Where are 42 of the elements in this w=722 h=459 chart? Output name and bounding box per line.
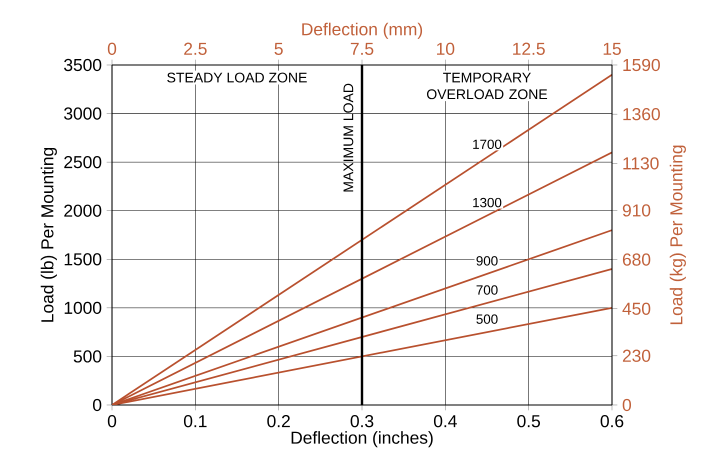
x-tick-label: 0 — [108, 415, 116, 428]
x-tick-label: 0.1 — [184, 415, 207, 428]
y-tick-label: 2000 — [64, 204, 102, 217]
series-label: 700 — [476, 285, 498, 295]
y2-tick-label: 0 — [622, 398, 632, 412]
x2-tick-label: 12.5 — [513, 42, 545, 55]
y-axis-title: Load (lb) Per Mounting — [40, 148, 57, 322]
y-tick-label: 2500 — [64, 156, 102, 168]
x-tick-label: 0.2 — [267, 415, 290, 428]
x2-tick-label: 15 — [604, 42, 621, 55]
x-axis-title: Deflection (inches) — [292, 431, 433, 448]
annotation: STEADY LOAD ZONE — [167, 72, 307, 83]
y-tick-label: 3500 — [64, 58, 102, 72]
y2-tick-label: 230 — [622, 350, 650, 362]
y2-tick-label: 910 — [622, 204, 650, 217]
y-tick-label: 1000 — [64, 302, 102, 314]
x2-tick-label: 10 — [437, 42, 454, 55]
y2-tick-label: 1590 — [623, 58, 660, 72]
x2-tick-label: 0 — [108, 42, 116, 55]
x-tick-label: 0.6 — [600, 415, 624, 428]
x-tick-label: 0.3 — [350, 415, 374, 428]
series-label: 1300 — [473, 198, 502, 208]
y-tick-label: 0 — [92, 398, 102, 412]
x2-tick-label: 2.5 — [184, 42, 207, 55]
annotation: TEMPORARY OVERLOAD ZONE — [426, 72, 548, 100]
series-label: 900 — [476, 256, 498, 266]
y-tick-label: 3000 — [64, 107, 102, 120]
ref-line-label: MAXIMUM LOAD — [343, 84, 354, 192]
series-label: 500 — [476, 314, 498, 324]
y2-tick-label: 450 — [622, 302, 650, 315]
y2-tick-label: 1130 — [623, 157, 659, 170]
y2-axis-title: Load (kg) Per Mounting — [670, 146, 686, 324]
y-tick-label: 500 — [74, 350, 102, 363]
x-tick-label: 0.4 — [434, 415, 457, 428]
x2-tick-label: 7.5 — [350, 42, 374, 55]
y2-tick-label: 1360 — [623, 108, 660, 120]
y-tick-label: 1500 — [64, 253, 102, 266]
x2-axis-title: Deflection (mm) — [302, 22, 422, 39]
x2-tick-label: 5 — [274, 42, 283, 55]
series-label: 1700 — [473, 140, 502, 150]
x-tick-label: 0.5 — [517, 415, 540, 428]
y2-tick-label: 680 — [622, 253, 650, 266]
